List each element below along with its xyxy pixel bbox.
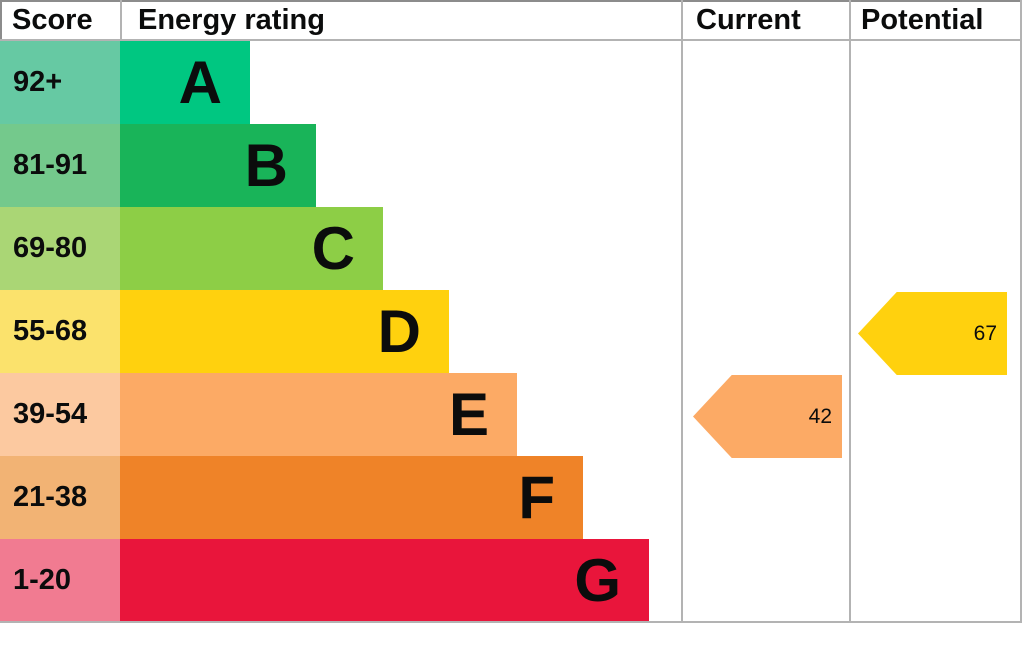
top-border-line [0,0,1022,2]
score-cell: 21-38 [0,456,120,539]
current-rating-value: 42 [808,404,832,428]
rating-bar: E [120,373,517,456]
score-cell: 39-54 [0,373,120,456]
header-current: Current [696,4,801,36]
right-border-line [1020,0,1022,622]
bottom-border-line [0,621,1022,623]
band-row-f: 21-38 F [0,456,1024,539]
band-row-c: 69-80 C [0,207,1024,290]
score-cell: 81-91 [0,124,120,207]
band-row-a: 92+ A [0,41,1024,124]
left-border-line [0,0,2,41]
score-cell: 1-20 [0,539,120,622]
rating-bar: G [120,539,649,622]
score-cell: 69-80 [0,207,120,290]
header-score: Score [12,4,93,36]
header-row: Score Energy rating Current Potential [0,0,1024,41]
rating-bands: 92+ A 81-91 B 69-80 C 55-68 D 39-54 E 21… [0,41,1024,622]
rating-bar: C [120,207,383,290]
rating-bar: A [120,41,250,124]
header-divider-line [0,39,1022,41]
band-row-d: 55-68 D [0,290,1024,373]
potential-rating-value: 67 [973,321,997,345]
band-row-e: 39-54 E [0,373,1024,456]
current-column-divider-line [681,0,683,622]
score-cell: 55-68 [0,290,120,373]
band-row-g: 1-20 G [0,539,1024,622]
score-column-divider-line [120,0,122,41]
rating-bar: F [120,456,583,539]
potential-column-divider-line [849,0,851,622]
score-cell: 92+ [0,41,120,124]
header-energy-rating: Energy rating [138,4,325,36]
header-potential: Potential [861,4,984,36]
rating-bar: D [120,290,449,373]
band-row-b: 81-91 B [0,124,1024,207]
rating-bar: B [120,124,316,207]
